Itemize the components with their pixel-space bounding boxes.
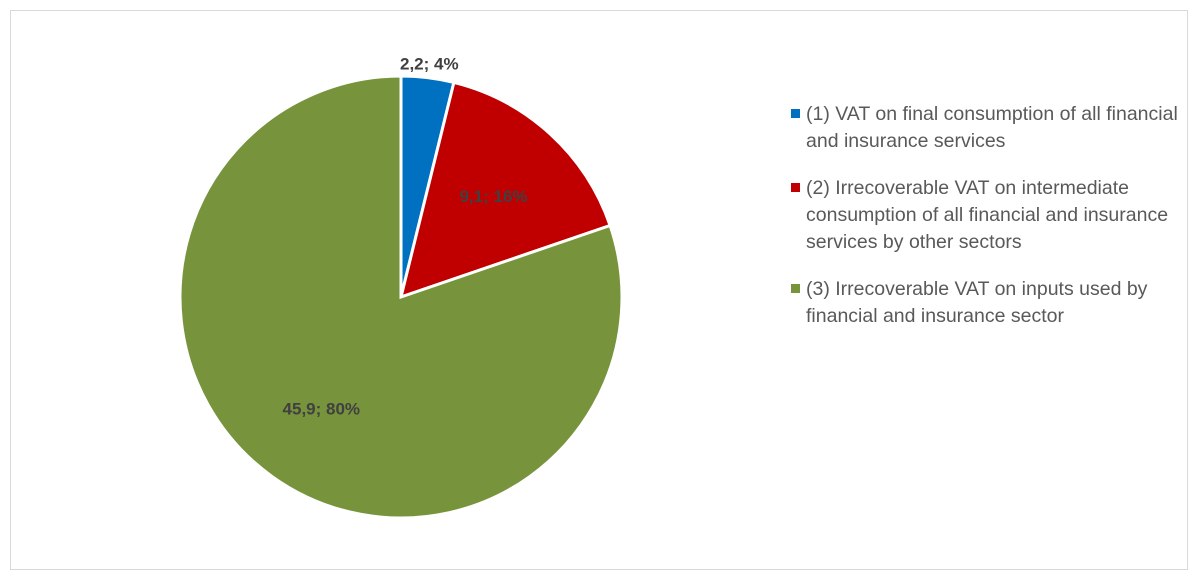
legend-item-2: (2) Irrecoverable VAT on intermediate co… <box>791 175 1191 256</box>
legend-label-1: (1) VAT on final consumption of all fina… <box>806 103 1178 152</box>
pie-slice-3 <box>178 74 624 520</box>
legend-item-1: (1) VAT on final consumption of all fina… <box>791 101 1191 155</box>
legend-swatch-1 <box>791 109 800 118</box>
legend-label-3: (3) Irrecoverable VAT on inputs used by … <box>806 278 1148 327</box>
legend-item-3: (3) Irrecoverable VAT on inputs used by … <box>791 276 1191 330</box>
data-label-1: 2,2; 4% <box>400 55 459 74</box>
data-labels: 2,2; 4% 9,1; 16% 45,9; 80% <box>283 55 528 419</box>
pie-chart: 2,2; 4% 9,1; 16% 45,9; 80% <box>178 55 624 520</box>
data-label-2: 9,1; 16% <box>459 187 527 206</box>
legend-swatch-3 <box>791 284 800 293</box>
pie-slices <box>178 74 624 520</box>
legend: (1) VAT on final consumption of all fina… <box>791 101 1191 350</box>
legend-swatch-2 <box>791 183 800 192</box>
chart-area: 2,2; 4% 9,1; 16% 45,9; 80% (1) VAT on fina… <box>10 10 1188 570</box>
data-label-3: 45,9; 80% <box>283 400 361 419</box>
legend-label-2: (2) Irrecoverable VAT on intermediate co… <box>806 177 1169 253</box>
